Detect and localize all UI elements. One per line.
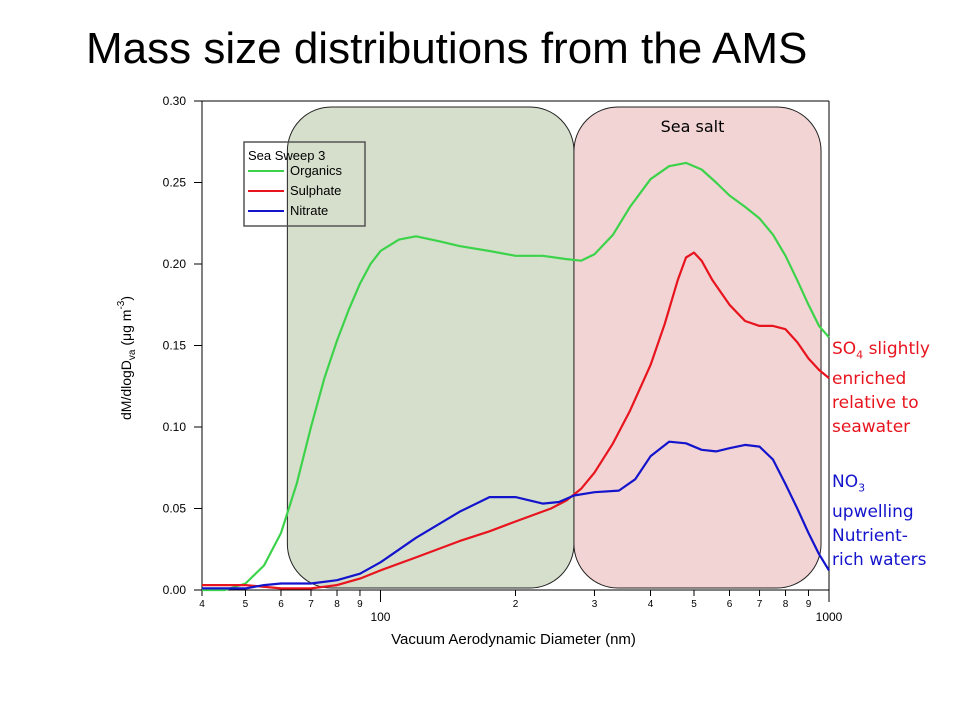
legend-title: Sea Sweep 3 bbox=[248, 148, 325, 163]
legend-entry: Organics bbox=[290, 163, 343, 178]
x-tick-label: 6 bbox=[278, 599, 284, 610]
sulphate-annotation-prefix: SO bbox=[832, 339, 857, 359]
y-tick-label: 0.05 bbox=[163, 502, 187, 516]
x-tick-label: 5 bbox=[691, 599, 697, 610]
nitrate-annotation-line: upwelling bbox=[832, 502, 914, 523]
nitrate-annotation: NO3 upwelling Nutrient- rich waters bbox=[832, 470, 927, 572]
nitrate-annotation-line: rich waters bbox=[832, 550, 927, 571]
legend-box bbox=[243, 141, 366, 227]
x-tick-label: 8 bbox=[783, 599, 789, 610]
sulphate-annotation-sub: 4 bbox=[856, 348, 864, 362]
series-line-nitrate bbox=[202, 440, 830, 590]
sulphate-annotation-rest: slightly bbox=[863, 339, 930, 359]
x-tick-label: 1000 bbox=[816, 610, 843, 624]
x-tick-label: 8 bbox=[334, 599, 340, 610]
nitrate-annotation-sub: 3 bbox=[858, 481, 866, 495]
sea-salt-region bbox=[573, 106, 822, 589]
y-tick-label: 0.30 bbox=[163, 94, 187, 108]
series-line-organics bbox=[202, 161, 830, 592]
legend-entry: Nitrate bbox=[290, 203, 328, 218]
x-tick-label: 7 bbox=[757, 599, 763, 610]
legend-entry: Sulphate bbox=[290, 183, 341, 198]
slide-title: Mass size distributions from the AMS bbox=[86, 24, 808, 73]
sulphate-annotation-line: seawater bbox=[832, 417, 911, 438]
sulphate-annotation-line: relative to bbox=[832, 393, 919, 414]
x-axis-label: Vacuum Aerodynamic Diameter (nm) bbox=[391, 631, 636, 648]
x-tick-label: 9 bbox=[806, 599, 812, 610]
series-line-sulphate bbox=[202, 251, 830, 590]
nitrate-annotation-prefix: NO bbox=[832, 472, 859, 492]
sulphate-annotation-line: enriched bbox=[832, 369, 907, 390]
y-tick-label: 0.15 bbox=[163, 339, 187, 353]
sulphate-annotation: SO4 slightly enriched relative to seawat… bbox=[832, 337, 930, 439]
y-tick-label: 0.20 bbox=[163, 257, 187, 271]
region-label: Sea salt bbox=[661, 117, 725, 136]
x-tick-label: 4 bbox=[199, 599, 205, 610]
x-tick-label: 6 bbox=[727, 599, 733, 610]
x-tick-label: 4 bbox=[648, 599, 654, 610]
x-tick-label: 5 bbox=[243, 599, 249, 610]
x-tick-label: 7 bbox=[308, 599, 314, 610]
y-tick-label: 0.00 bbox=[163, 583, 187, 597]
x-tick-label: 100 bbox=[370, 610, 390, 624]
y-tick-label: 0.25 bbox=[163, 176, 187, 190]
y-axis-label: dM/dlogDva (μg m-3) bbox=[116, 296, 138, 420]
x-tick-label: 3 bbox=[592, 599, 598, 610]
x-tick-label: 9 bbox=[357, 599, 363, 610]
x-tick-label: 2 bbox=[513, 599, 519, 610]
nitrate-annotation-line: Nutrient- bbox=[832, 526, 908, 547]
y-tick-label: 0.10 bbox=[163, 420, 187, 434]
